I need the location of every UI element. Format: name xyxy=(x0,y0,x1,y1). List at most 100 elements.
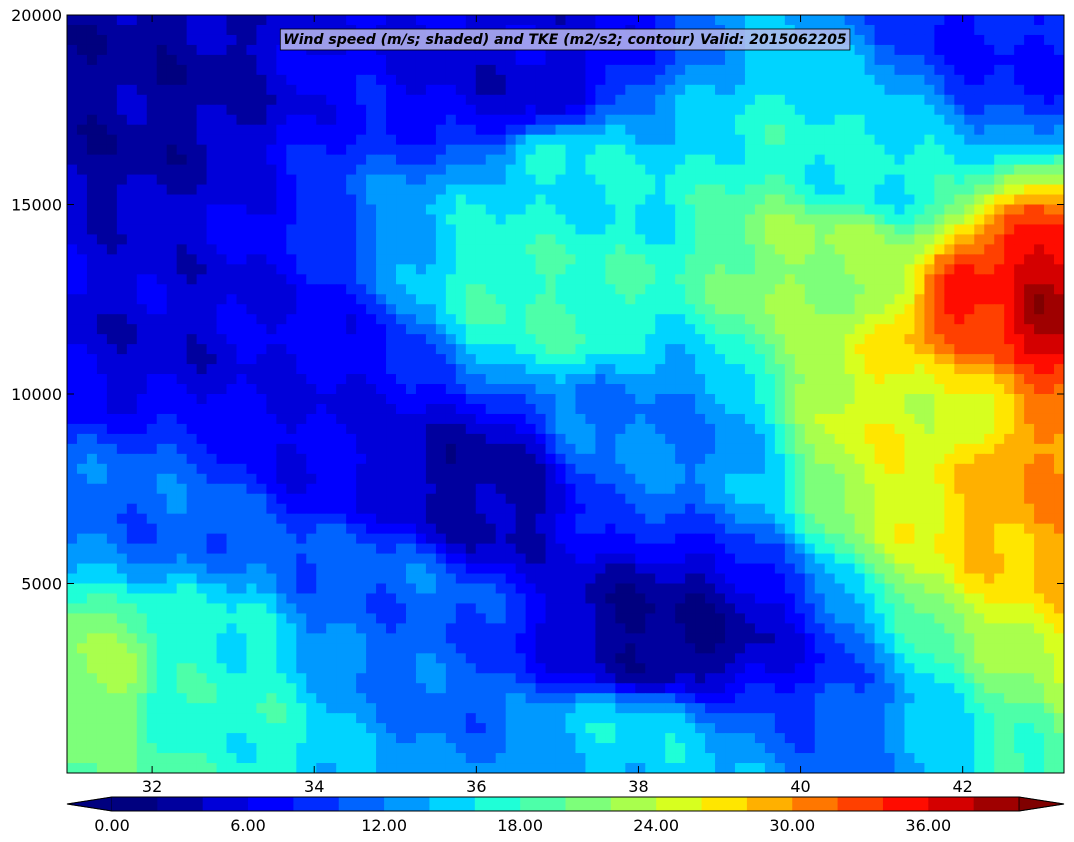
heatmap-cell xyxy=(465,264,477,275)
heatmap-cell xyxy=(725,214,736,226)
heatmap-cell xyxy=(266,443,277,455)
heatmap-cell xyxy=(734,334,746,345)
heatmap-cell xyxy=(425,234,437,245)
heatmap-cell xyxy=(126,34,138,46)
heatmap-cell xyxy=(804,433,816,445)
heatmap-cell xyxy=(695,124,706,136)
heatmap-cell xyxy=(525,394,537,405)
heatmap-cell xyxy=(356,104,367,116)
heatmap-cell xyxy=(126,374,138,385)
heatmap-cell xyxy=(296,334,307,345)
heatmap-cell xyxy=(166,304,178,315)
heatmap-cell xyxy=(804,64,816,76)
heatmap-cell xyxy=(984,354,995,365)
heatmap-cell xyxy=(555,394,567,405)
heatmap-cell xyxy=(296,164,307,176)
heatmap-cell xyxy=(1054,463,1064,475)
heatmap-cell xyxy=(585,134,597,146)
heatmap-cell xyxy=(884,184,896,196)
heatmap-cell xyxy=(435,354,447,365)
heatmap-cell xyxy=(216,54,228,66)
heatmap-cell xyxy=(376,154,387,166)
heatmap-cell xyxy=(1004,34,1015,46)
heatmap-cell xyxy=(675,164,686,176)
heatmap-cell xyxy=(216,433,228,445)
heatmap-cell xyxy=(386,364,397,375)
heatmap-cell xyxy=(575,284,587,295)
heatmap-cell xyxy=(794,433,806,445)
heatmap-cell xyxy=(1024,84,1035,96)
heatmap-cell xyxy=(844,154,856,166)
heatmap-cell xyxy=(824,453,836,465)
heatmap-cell xyxy=(356,244,367,255)
heatmap-cell xyxy=(286,204,297,216)
heatmap-cell xyxy=(206,224,218,236)
heatmap-cell xyxy=(734,413,746,425)
heatmap-cell xyxy=(246,54,258,66)
heatmap-cell xyxy=(196,15,208,26)
heatmap-cell xyxy=(924,354,935,365)
heatmap-cell xyxy=(216,254,228,265)
heatmap-cell xyxy=(106,284,118,295)
heatmap-cell xyxy=(326,104,337,116)
heatmap-cell xyxy=(844,184,856,196)
heatmap-cell xyxy=(804,473,816,485)
heatmap-cell xyxy=(356,344,367,355)
heatmap-cell xyxy=(67,24,78,36)
heatmap-cell xyxy=(1024,114,1035,126)
heatmap-cell xyxy=(435,194,447,206)
heatmap-cell xyxy=(804,234,816,245)
heatmap-cell xyxy=(794,384,806,395)
heatmap-cell xyxy=(774,423,786,435)
heatmap-cell xyxy=(535,154,547,166)
heatmap-cell xyxy=(864,54,876,66)
heatmap-cell xyxy=(366,74,377,86)
heatmap-cell xyxy=(944,154,955,166)
heatmap-cell xyxy=(605,64,616,76)
heatmap-cell xyxy=(116,244,128,255)
heatmap-cell xyxy=(445,284,457,295)
heatmap-cell xyxy=(376,443,387,455)
heatmap-cell xyxy=(645,224,656,236)
heatmap-cell xyxy=(625,134,636,146)
heatmap-cell xyxy=(106,443,118,455)
heatmap-cell xyxy=(535,503,547,515)
heatmap-cell xyxy=(306,354,317,365)
heatmap-cell xyxy=(884,374,896,385)
heatmap-cell xyxy=(685,244,696,255)
heatmap-cell xyxy=(67,144,78,156)
heatmap-cell xyxy=(844,54,856,66)
heatmap-cell xyxy=(96,74,108,86)
heatmap-cell xyxy=(76,433,88,445)
heatmap-cell xyxy=(625,15,636,26)
heatmap-cell xyxy=(964,124,975,136)
heatmap-cell xyxy=(356,84,367,96)
heatmap-cell xyxy=(655,324,666,335)
heatmap-cell xyxy=(585,324,597,335)
heatmap-cell xyxy=(455,483,467,495)
heatmap-cell xyxy=(236,304,248,315)
heatmap-cell xyxy=(475,114,487,126)
heatmap-cell xyxy=(894,64,906,76)
heatmap-cell xyxy=(286,184,297,196)
heatmap-cell xyxy=(904,304,916,315)
heatmap-cell xyxy=(146,64,158,76)
heatmap-cell xyxy=(854,114,866,126)
heatmap-cell xyxy=(405,294,417,305)
heatmap-cell xyxy=(834,174,846,186)
heatmap-cell xyxy=(525,364,537,375)
heatmap-cell xyxy=(495,274,507,285)
heatmap-cell xyxy=(196,64,208,76)
heatmap-cell xyxy=(824,394,836,405)
heatmap-cell xyxy=(525,224,537,236)
heatmap-cell xyxy=(954,463,965,475)
heatmap-cell xyxy=(206,463,218,475)
heatmap-cell xyxy=(964,384,975,395)
heatmap-cell xyxy=(206,214,218,226)
heatmap-cell xyxy=(356,124,367,136)
heatmap-cell xyxy=(615,344,626,355)
heatmap-cell xyxy=(196,463,208,475)
heatmap-cell xyxy=(734,84,746,96)
heatmap-cell xyxy=(994,244,1005,255)
heatmap-cell xyxy=(246,194,258,206)
